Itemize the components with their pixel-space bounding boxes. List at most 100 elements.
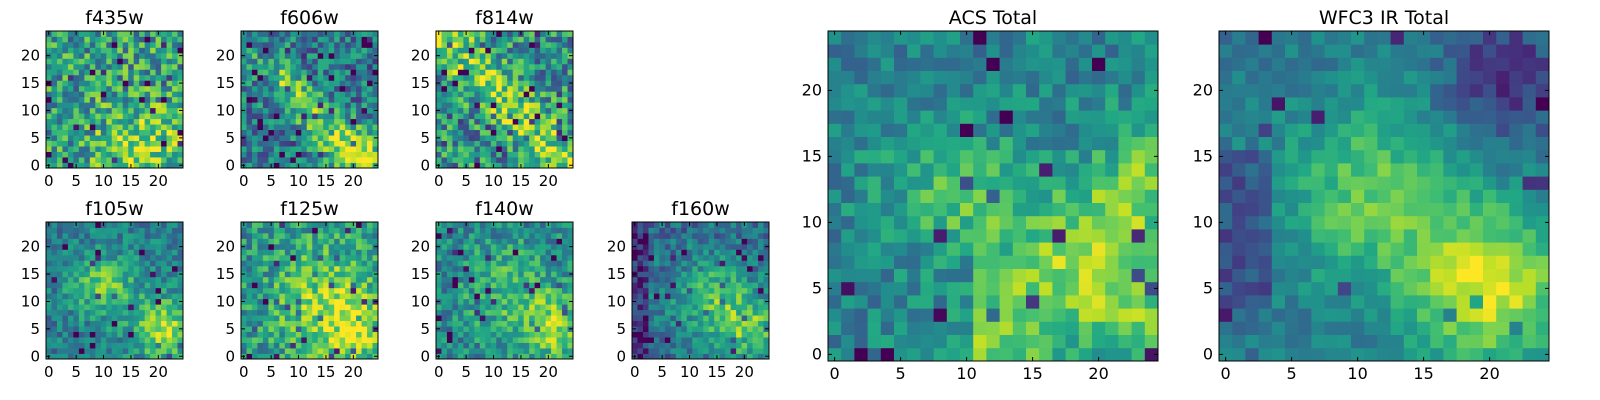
heatmap-cell bbox=[436, 320, 442, 327]
heatmap-cell bbox=[155, 124, 162, 131]
heatmap-cell bbox=[84, 232, 91, 239]
heatmap-cell bbox=[675, 276, 682, 283]
heatmap-cell bbox=[452, 80, 459, 87]
heatmap-cell bbox=[144, 107, 151, 114]
heatmap-cell bbox=[518, 96, 525, 103]
heatmap-cell bbox=[529, 320, 536, 327]
heatmap-cell bbox=[166, 282, 173, 289]
heatmap-cell bbox=[436, 102, 442, 109]
heatmap-cell bbox=[122, 222, 129, 228]
heatmap-cell bbox=[356, 298, 362, 305]
heatmap-cell bbox=[523, 47, 530, 54]
heatmap-cell bbox=[703, 271, 710, 278]
heatmap-cell bbox=[736, 271, 742, 278]
heatmap-cell bbox=[290, 304, 297, 311]
heatmap-cell bbox=[62, 157, 69, 163]
heatmap-cell bbox=[139, 276, 146, 283]
heatmap-cell bbox=[100, 69, 107, 76]
heatmap-cell bbox=[719, 232, 726, 239]
heatmap-cell bbox=[446, 58, 453, 65]
heatmap-cell bbox=[523, 129, 530, 136]
heatmap-cell bbox=[150, 309, 156, 316]
heatmap-cell bbox=[441, 151, 448, 158]
heatmap-cell bbox=[907, 215, 921, 230]
heatmap-cell bbox=[257, 52, 264, 59]
heatmap-cell bbox=[752, 254, 759, 261]
heatmap-cell bbox=[708, 249, 715, 256]
heatmap-cell bbox=[758, 265, 764, 272]
heatmap-cell bbox=[67, 342, 74, 349]
heatmap-cell bbox=[523, 309, 530, 316]
heatmap-cell bbox=[111, 304, 118, 311]
panel-title: f140w bbox=[475, 198, 534, 220]
x-tick-label: 5 bbox=[266, 172, 276, 190]
heatmap-cell bbox=[323, 342, 330, 349]
heatmap-cell bbox=[479, 222, 486, 228]
heatmap-cell bbox=[279, 249, 286, 256]
heatmap-cell bbox=[468, 47, 475, 54]
heatmap-cell bbox=[172, 287, 178, 294]
heatmap-cell bbox=[529, 140, 536, 147]
heatmap-cell bbox=[345, 265, 351, 272]
heatmap-cell bbox=[545, 135, 552, 141]
heatmap-cell bbox=[317, 222, 324, 228]
heatmap-cell bbox=[345, 124, 351, 131]
heatmap-cell bbox=[257, 129, 264, 136]
heatmap-cell bbox=[290, 243, 297, 250]
heatmap-cell bbox=[986, 163, 1000, 177]
heatmap-cell bbox=[361, 271, 368, 278]
heatmap-cell bbox=[306, 309, 313, 316]
heatmap-cell bbox=[653, 320, 660, 327]
heatmap-cell bbox=[452, 47, 459, 54]
heatmap-cell bbox=[279, 265, 286, 272]
heatmap-cell bbox=[345, 315, 351, 322]
heatmap-cell bbox=[345, 243, 351, 250]
heatmap-cell bbox=[317, 162, 324, 169]
heatmap-cell bbox=[867, 268, 882, 283]
heatmap-cell bbox=[999, 189, 1014, 203]
heatmap-cell bbox=[257, 243, 264, 250]
heatmap-cell bbox=[279, 342, 286, 349]
heatmap-cell bbox=[920, 202, 934, 217]
heatmap-cell bbox=[529, 135, 536, 141]
heatmap-cell bbox=[350, 326, 357, 332]
heatmap-cell bbox=[479, 260, 486, 267]
heatmap-cell bbox=[567, 85, 574, 92]
heatmap-cell bbox=[1065, 202, 1080, 217]
heatmap-cell bbox=[523, 353, 530, 360]
heatmap-cell bbox=[106, 309, 113, 316]
heatmap-cell bbox=[452, 58, 459, 65]
heatmap-cell bbox=[106, 243, 113, 250]
heatmap-cell bbox=[474, 135, 481, 141]
heatmap-cell bbox=[46, 260, 52, 267]
heatmap-cell bbox=[463, 140, 470, 147]
heatmap-cell bbox=[89, 353, 96, 360]
heatmap-cell bbox=[306, 238, 313, 245]
heatmap-cell bbox=[122, 102, 129, 109]
heatmap-cell bbox=[161, 96, 167, 103]
heatmap-cell bbox=[653, 348, 660, 354]
heatmap-cell bbox=[144, 282, 151, 289]
heatmap-cell bbox=[279, 118, 286, 125]
heatmap-cell bbox=[436, 342, 442, 349]
heatmap-cell bbox=[986, 308, 1000, 322]
heatmap-cell bbox=[290, 249, 297, 256]
heatmap-cell bbox=[653, 249, 660, 256]
heatmap-cell bbox=[262, 47, 269, 54]
heatmap-cell bbox=[529, 243, 536, 250]
heatmap-cell bbox=[117, 129, 124, 136]
heatmap-cell bbox=[67, 282, 74, 289]
heatmap-cell bbox=[268, 69, 275, 76]
heatmap-cell bbox=[540, 271, 546, 278]
heatmap-cell bbox=[501, 36, 508, 43]
heatmap-cell bbox=[681, 227, 688, 234]
heatmap-cell bbox=[518, 118, 525, 125]
heatmap-cell bbox=[62, 320, 69, 327]
heatmap-cell bbox=[567, 129, 574, 136]
heatmap-cell bbox=[339, 63, 346, 70]
heatmap-cell bbox=[295, 282, 302, 289]
heatmap-cell bbox=[763, 331, 770, 338]
heatmap-cell bbox=[446, 96, 453, 103]
heatmap-cell bbox=[1039, 255, 1053, 269]
heatmap-cell bbox=[512, 227, 519, 234]
